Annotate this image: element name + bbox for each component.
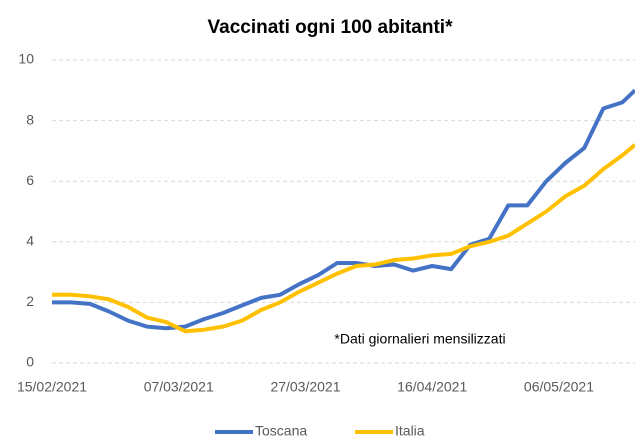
series-line [52, 88, 635, 331]
annotation: *Dati giornalieri mensilizzati [334, 331, 505, 347]
y-tick-label: 8 [26, 111, 34, 127]
chart-title: Vaccinati ogni 100 abitanti* [208, 17, 454, 38]
x-tick-label: 06/05/2021 [524, 379, 594, 395]
y-tick-label: 6 [26, 172, 34, 188]
series-line [52, 143, 635, 334]
y-tick-label: 2 [26, 293, 34, 309]
y-tick-label: 0 [26, 354, 34, 370]
y-tick-label: 10 [18, 51, 34, 67]
legend-label: Italia [395, 423, 425, 439]
x-tick-label: 07/03/2021 [144, 379, 214, 395]
x-tick-label: 15/02/2021 [17, 379, 87, 395]
legend-label: Toscana [255, 423, 307, 439]
y-tick-label: 4 [26, 233, 34, 249]
x-tick-label: 16/04/2021 [397, 379, 467, 395]
x-tick-label: 27/03/2021 [270, 379, 340, 395]
